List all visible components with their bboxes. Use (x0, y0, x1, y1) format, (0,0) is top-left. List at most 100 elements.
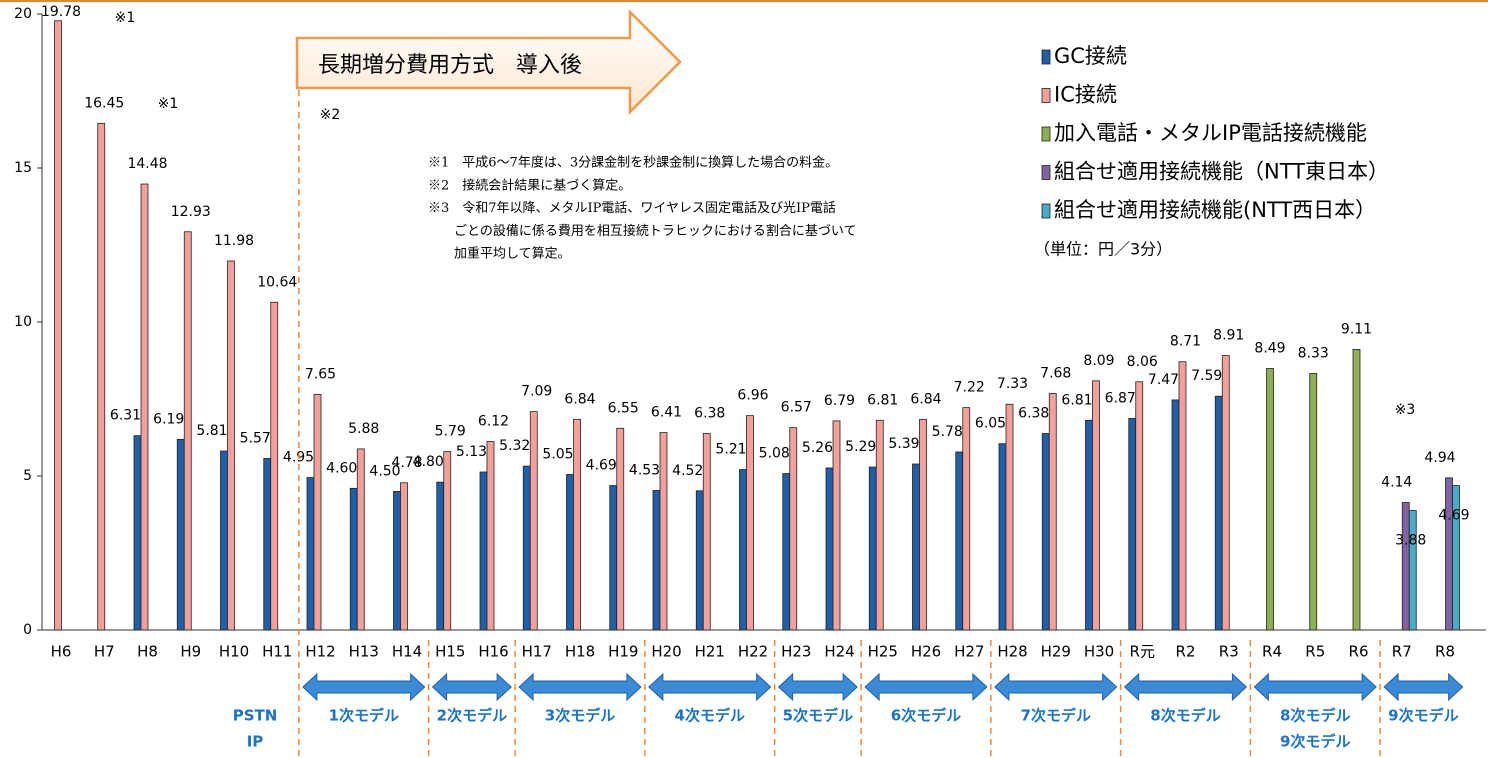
value-label: 8.33 (1298, 345, 1329, 361)
value-label: 7.09 (521, 384, 552, 400)
value-label: 5.79 (435, 424, 466, 440)
bar (825, 467, 834, 631)
bar (1445, 477, 1453, 631)
value-label: 19.78 (41, 4, 81, 20)
value-label: 8.06 (1127, 354, 1158, 370)
value-label: 5.32 (499, 438, 530, 454)
bar (443, 451, 452, 631)
annotation: ※2 (320, 107, 341, 123)
period-arrow (994, 672, 1118, 702)
value-label: 4.94 (1424, 450, 1455, 466)
x-tick-label: H24 (824, 643, 854, 661)
bar (97, 122, 106, 631)
bar (695, 490, 704, 631)
bar (739, 469, 747, 631)
x-tick-label: R2 (1176, 643, 1196, 661)
note: ※3 令和7年以降、メタルIP電話、ワイヤレス固定電話及び光IP電話 (428, 200, 836, 216)
bar (998, 443, 1007, 631)
x-tick-label: H27 (954, 643, 984, 661)
x-tick-label: H30 (1084, 643, 1114, 661)
value-label: 6.81 (867, 392, 898, 408)
period-label: 3次モデル (545, 707, 615, 725)
y-tick-label: 5 (23, 468, 32, 484)
value-label: 6.81 (1061, 392, 1092, 408)
value-label: 6.96 (737, 388, 768, 404)
period-arrow (864, 672, 988, 702)
value-label: 6.12 (478, 414, 509, 430)
bar (609, 485, 618, 631)
bar (875, 419, 884, 631)
value-label: 6.79 (824, 393, 855, 409)
period-label: 7次モデル (1021, 707, 1091, 725)
bar (133, 435, 142, 631)
bar (1352, 349, 1361, 631)
bar (782, 473, 791, 631)
bar (1092, 380, 1100, 631)
x-tick-label: H15 (435, 643, 465, 661)
x-tick-label: R6 (1349, 643, 1369, 661)
x-tick-label: H23 (781, 643, 811, 661)
value-label: 6.31 (110, 408, 141, 424)
bar (962, 407, 971, 631)
x-tick-label: H17 (522, 643, 552, 661)
legend-swatch (1041, 49, 1051, 65)
bar (1048, 393, 1057, 631)
period-label: 2次モデル (437, 707, 507, 725)
x-tick-label: H18 (565, 643, 595, 661)
bar (479, 471, 488, 631)
note: ごとの設備に係る費用を相互接続トラヒックにおける割合に基づいて (454, 223, 856, 239)
period-label: PSTN (233, 707, 278, 725)
legend-swatch (1041, 88, 1051, 103)
y-tick-label: 0 (23, 622, 32, 638)
x-tick-label: H12 (305, 643, 335, 661)
value-label: 5.26 (802, 440, 833, 456)
value-label: 6.19 (153, 411, 184, 427)
value-label: 8.91 (1213, 328, 1244, 344)
x-tick-label: R8 (1435, 643, 1455, 661)
bar (522, 465, 531, 631)
bar (1266, 368, 1274, 631)
bar (1401, 502, 1410, 631)
bar (912, 463, 920, 631)
value-label: 4.80 (413, 454, 444, 470)
value-label: 4.53 (629, 462, 660, 478)
bar (702, 433, 711, 631)
x-tick-label: H26 (911, 643, 941, 661)
bar (955, 451, 964, 631)
period-label: 5次モデル (783, 707, 853, 725)
header-arrow-label: 長期増分費用方式 導入後 (318, 53, 582, 78)
bar (919, 418, 927, 631)
y-tick-label: 20 (14, 6, 32, 22)
bar (1005, 403, 1014, 631)
value-label: 7.22 (954, 380, 985, 396)
value-label: 4.60 (326, 460, 357, 476)
legend-label: 組合せ適用接続機能（NTT東日本） (1054, 160, 1389, 184)
bar (270, 301, 279, 631)
x-tick-label: R7 (1392, 643, 1412, 661)
x-tick-label: H8 (137, 643, 158, 661)
x-tick-label: R5 (1305, 643, 1325, 661)
value-label: 6.05 (975, 416, 1006, 432)
bar (529, 411, 538, 631)
bar (1041, 433, 1050, 631)
bar (1309, 373, 1318, 631)
bar (616, 427, 625, 631)
value-label: 14.48 (127, 156, 167, 172)
unit-label: （単位：円／3分） (1034, 240, 1172, 259)
bar (746, 415, 754, 631)
period-arrow (777, 672, 858, 702)
value-label: 4.14 (1381, 474, 1412, 490)
value-label: 5.81 (196, 423, 227, 439)
value-label: 4.69 (1438, 508, 1469, 524)
value-label: 7.47 (1148, 372, 1179, 388)
bar (566, 474, 574, 631)
period-arrow (518, 672, 642, 702)
value-label: 4.50 (369, 463, 400, 479)
value-label: 4.78 (391, 455, 422, 471)
period-label: IP (247, 733, 264, 751)
value-label: 8.09 (1083, 353, 1114, 369)
bar (306, 477, 315, 631)
x-tick-label: R3 (1219, 643, 1239, 661)
bar (436, 481, 445, 631)
bar (1085, 419, 1093, 631)
